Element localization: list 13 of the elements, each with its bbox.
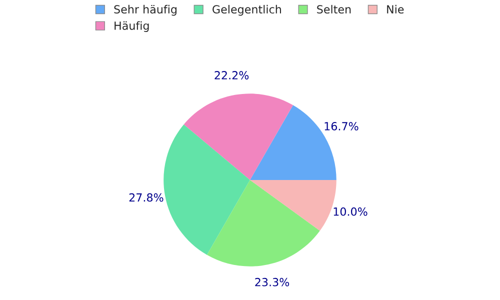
pie-slice: [206, 180, 320, 266]
pie-slice: [184, 94, 294, 180]
legend-label: Sehr häufig: [114, 4, 176, 16]
legend-label: Gelegentlich: [212, 4, 281, 16]
data-label: 23.3%: [255, 278, 290, 286]
legend-label: Nie: [387, 4, 404, 14]
data-label: 27.8%: [129, 193, 164, 202]
data-label: 22.2%: [214, 71, 249, 80]
legend-label: Selten: [317, 4, 351, 14]
pie-slice: [164, 124, 250, 255]
data-label: 16.7%: [324, 122, 358, 130]
data-label: 10.0%: [334, 207, 368, 216]
legend-label: Häufig: [114, 21, 149, 32]
